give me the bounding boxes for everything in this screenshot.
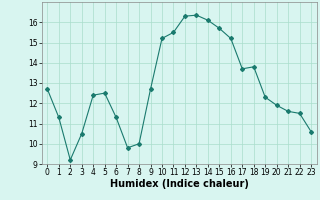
X-axis label: Humidex (Indice chaleur): Humidex (Indice chaleur) (110, 179, 249, 189)
